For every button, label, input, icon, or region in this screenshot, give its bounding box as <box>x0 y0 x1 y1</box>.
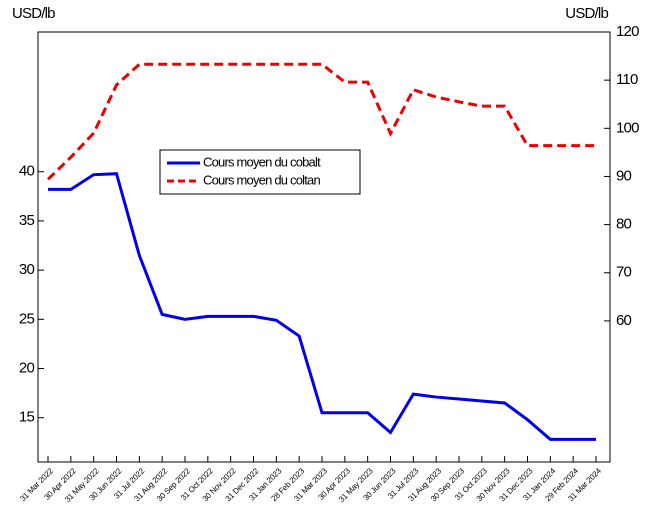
y2-tick-label: 80 <box>616 216 632 233</box>
legend-label: Cours moyen du coltan <box>203 172 320 187</box>
series-line <box>46 62 596 181</box>
legend-box <box>159 149 361 195</box>
y2-unit: USD/lb <box>565 5 608 22</box>
y2-tick-label: 70 <box>616 264 632 281</box>
y2-tick-label: 120 <box>616 23 639 40</box>
y-tick-label: 20 <box>19 359 35 376</box>
y2-tick-label: 60 <box>616 312 632 329</box>
y-unit: USD/lb <box>12 5 55 22</box>
y-tick-label: 35 <box>19 212 35 229</box>
y2-tick-label: 110 <box>616 71 638 88</box>
y2-tick-label: 90 <box>616 167 632 184</box>
series-line <box>48 172 596 441</box>
y-tick-label: 25 <box>19 310 35 327</box>
y-tick-label: 15 <box>19 409 35 426</box>
plot-frame <box>37 31 611 463</box>
y-tick-label: 30 <box>19 261 35 278</box>
legend-label: Cours moyen du cobalt <box>203 154 321 169</box>
y2-tick-label: 100 <box>616 119 639 136</box>
y-tick-label: 40 <box>19 163 35 180</box>
